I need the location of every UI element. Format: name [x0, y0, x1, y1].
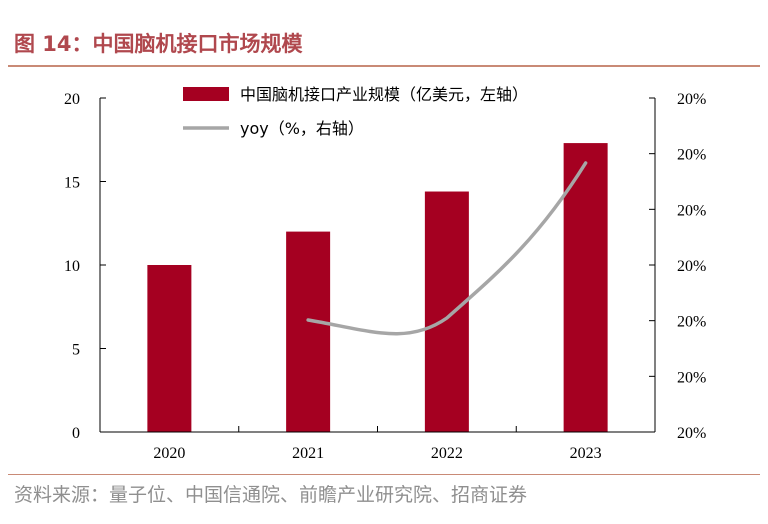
title-divider: [8, 65, 760, 67]
bar: [563, 143, 608, 432]
bar-series: [147, 143, 608, 432]
bar: [286, 231, 331, 432]
x-axis-tick-label: 2021: [292, 445, 324, 462]
left-axis-tick-label: 15: [64, 175, 80, 192]
legend: 中国脑机接口产业规模（亿美元，左轴） yoy（%，右轴）: [183, 85, 528, 138]
left-axis-tick-label: 5: [72, 342, 80, 359]
x-axis: 2020 2021 2022 2023: [99, 426, 656, 462]
right-axis-tick-label: 20%: [677, 258, 706, 275]
right-axis-tick-label: 20%: [677, 314, 706, 331]
legend-line-label: yoy（%，右轴）: [240, 119, 364, 138]
left-axis-tick-label: 10: [64, 258, 80, 275]
right-axis-tick-label: 20%: [677, 202, 706, 219]
left-axis: 0 5 10 15 20: [64, 91, 106, 442]
right-axis-tick-label: 20%: [677, 425, 706, 442]
right-axis-tick-label: 20%: [677, 91, 706, 108]
x-axis-tick-label: 2022: [431, 445, 463, 462]
right-axis-tick-label: 20%: [677, 147, 706, 164]
legend-bar-swatch: [183, 87, 229, 101]
source-divider: [8, 474, 760, 475]
x-axis-tick-label: 2023: [570, 445, 602, 462]
right-axis: 20% 20% 20% 20% 20% 20% 20%: [649, 91, 706, 442]
left-axis-tick-label: 20: [64, 91, 80, 108]
bar: [424, 191, 469, 432]
yoy-line: [306, 161, 588, 336]
x-axis-tick-label: 2020: [153, 445, 185, 462]
right-axis-tick-label: 20%: [677, 369, 706, 386]
legend-bar-label: 中国脑机接口产业规模（亿美元，左轴）: [240, 85, 528, 104]
figure-title: 图 14：中国脑机接口市场规模: [14, 32, 303, 56]
left-axis-tick-label: 0: [72, 425, 80, 442]
bar: [147, 265, 192, 432]
line-series: [306, 161, 588, 336]
source-note: 资料来源：量子位、中国信通院、前瞻产业研究院、招商证券: [14, 484, 528, 506]
